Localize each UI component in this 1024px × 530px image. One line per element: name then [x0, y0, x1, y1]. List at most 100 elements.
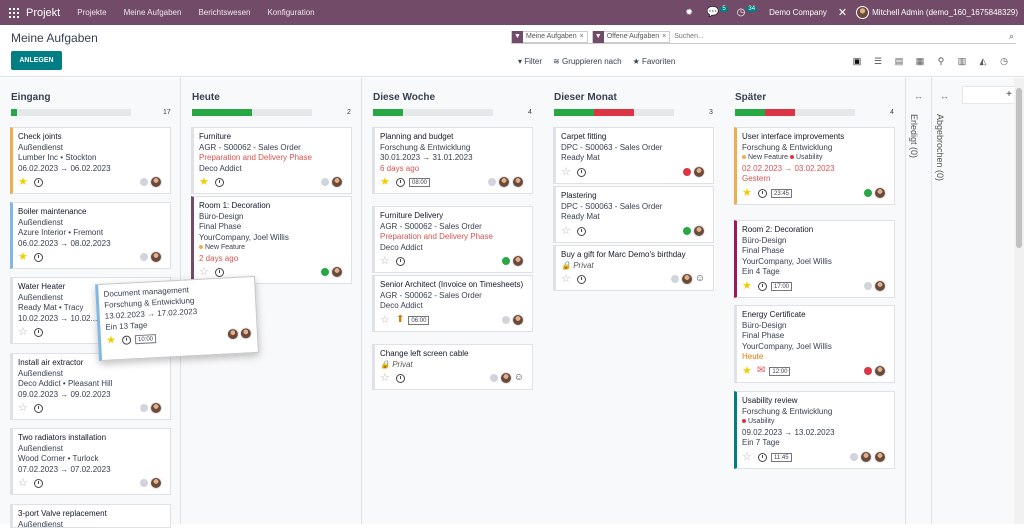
kanban-state[interactable] — [864, 367, 872, 375]
settings-icon[interactable]: ✕ — [838, 6, 847, 19]
kanban-state[interactable] — [683, 227, 691, 235]
priority-star-icon[interactable]: ★ — [742, 188, 755, 199]
kanban-state[interactable] — [502, 257, 510, 265]
search-icon[interactable]: ⌕ — [1009, 31, 1014, 42]
priority-star-icon[interactable]: ★ — [18, 177, 31, 188]
add-column-button[interactable]: + — [962, 86, 1018, 104]
activity-clock-icon[interactable] — [396, 374, 405, 383]
form-view-icon[interactable]: ▤ — [893, 56, 905, 67]
upload-icon[interactable]: ⬆ — [396, 315, 404, 326]
column-title[interactable]: Dieser Monat — [554, 92, 617, 103]
facet-remove-icon[interactable]: × — [662, 33, 669, 40]
activity-clock-icon[interactable] — [758, 189, 767, 198]
kanban-state[interactable] — [321, 178, 329, 186]
task-card[interactable]: 3-port Valve replacement Außendienst — [10, 504, 171, 528]
kanban-state[interactable] — [490, 374, 498, 382]
priority-star-icon[interactable]: ☆ — [561, 226, 574, 237]
priority-star-icon[interactable]: ☆ — [18, 403, 31, 414]
apps-menu-icon[interactable] — [9, 8, 19, 18]
priority-star-icon[interactable]: ★ — [742, 281, 755, 292]
column-progress[interactable] — [735, 109, 855, 116]
dragged-task-card[interactable]: Document management Forschung & Entwickl… — [95, 276, 259, 361]
column-progress[interactable] — [554, 109, 674, 116]
activity-clock-icon[interactable] — [577, 275, 586, 284]
task-card[interactable]: Install air extractor Außendienst Deco A… — [10, 353, 171, 420]
scrollbar[interactable] — [1014, 78, 1024, 524]
activity-clock-icon[interactable] — [215, 178, 224, 187]
calendar-view-icon[interactable]: ▦ — [914, 56, 926, 67]
activity-clock-icon[interactable] — [34, 404, 43, 413]
activity-clock-icon[interactable] — [34, 328, 43, 337]
task-card[interactable]: Senior Architect (Invoice on Timesheets)… — [372, 275, 533, 332]
column-title[interactable]: Eingang — [11, 92, 50, 103]
task-card[interactable]: Change left screen cable 🔒 Privat ☆☺ — [372, 344, 533, 390]
expand-icon[interactable]: ↔ — [940, 91, 949, 101]
search-input[interactable] — [674, 33, 964, 40]
task-card[interactable]: Furniture AGR - S00062 - Sales Order Pre… — [191, 127, 352, 194]
column-progress[interactable] — [373, 109, 493, 116]
activity-clock-icon[interactable] — [215, 268, 224, 277]
app-name[interactable]: Projekt — [26, 7, 60, 19]
task-card[interactable]: Check joints Außendienst Lumber Inc • St… — [10, 127, 171, 194]
kanban-state[interactable] — [140, 178, 148, 186]
kanban-state[interactable] — [502, 316, 510, 324]
activity-icon[interactable]: ◷ — [737, 7, 746, 18]
activity-clock-icon[interactable] — [34, 479, 43, 488]
favorites-button[interactable]: ★ Favoriten — [633, 57, 676, 66]
kanban-state[interactable] — [321, 268, 329, 276]
column-progress[interactable] — [192, 109, 312, 116]
group-by-button[interactable]: ≋ Gruppieren nach — [553, 57, 622, 66]
chat-icon[interactable]: 💬 — [707, 7, 719, 18]
kanban-state[interactable] — [864, 282, 872, 290]
expand-icon[interactable]: ↔ — [914, 91, 923, 101]
menu-meine-aufgaben[interactable]: Meine Aufgaben — [124, 8, 182, 17]
priority-star-icon[interactable]: ★ — [106, 335, 120, 347]
activity-clock-icon[interactable] — [396, 257, 405, 266]
priority-star-icon[interactable]: ☆ — [380, 315, 393, 326]
activity-view-icon[interactable]: ◷ — [998, 56, 1010, 67]
kanban-state[interactable] — [140, 253, 148, 261]
activity-clock-icon[interactable] — [122, 335, 131, 344]
kanban-view-icon[interactable]: ▣ — [851, 56, 863, 67]
graph-view-icon[interactable]: ◭ — [977, 56, 989, 67]
facet-remove-icon[interactable]: × — [580, 33, 587, 40]
task-card[interactable]: Carpet fitting DPC - S00063 - Sales Orde… — [553, 127, 714, 184]
filter-button[interactable]: ▾ Filter — [518, 57, 542, 66]
column-erledigt-folded[interactable]: ↔ Erledigt (0) — [905, 78, 931, 524]
task-card[interactable]: Two radiators installation Außendienst W… — [10, 428, 171, 495]
task-card[interactable]: Room 2: Decoration Büro-Design Final Pha… — [734, 220, 895, 298]
menu-konfiguration[interactable]: Konfiguration — [267, 8, 314, 17]
task-card[interactable]: Energy Certificate Büro-Design Final Pha… — [734, 305, 895, 383]
priority-star-icon[interactable]: ☆ — [18, 478, 31, 489]
activity-clock-icon[interactable] — [758, 282, 767, 291]
priority-star-icon[interactable]: ☆ — [380, 256, 393, 267]
kanban-state[interactable] — [140, 479, 148, 487]
activity-clock-icon[interactable] — [396, 178, 405, 187]
map-view-icon[interactable]: ⚲ — [935, 56, 947, 67]
task-card[interactable]: Boiler maintenance Außendienst Azure Int… — [10, 202, 171, 269]
menu-projekte[interactable]: Projekte — [77, 8, 106, 17]
kanban-state[interactable] — [683, 168, 691, 176]
column-title[interactable]: Diese Woche — [373, 92, 435, 103]
kanban-state[interactable] — [140, 404, 148, 412]
kanban-state[interactable] — [850, 453, 858, 461]
create-button[interactable]: ANLEGEN — [11, 51, 62, 70]
task-card[interactable]: User interface improvements Forschung & … — [734, 127, 895, 205]
priority-star-icon[interactable]: ★ — [380, 177, 393, 188]
task-card[interactable]: Plastering DPC - S00063 - Sales Order Re… — [553, 186, 714, 243]
priority-star-icon[interactable]: ★ — [199, 177, 212, 188]
user-avatar[interactable] — [856, 6, 869, 19]
task-card[interactable]: Buy a gift for Marc Demo's birthday 🔒 Pr… — [553, 245, 714, 291]
list-view-icon[interactable]: ☰ — [872, 56, 884, 67]
menu-berichtswesen[interactable]: Berichtswesen — [198, 8, 250, 17]
activity-clock-icon[interactable] — [34, 178, 43, 187]
kanban-state[interactable] — [488, 178, 496, 186]
priority-star-icon[interactable]: ☆ — [18, 327, 31, 338]
email-icon[interactable]: ✉ — [757, 366, 765, 377]
column-title[interactable]: Später — [735, 92, 766, 103]
user-menu[interactable]: Mitchell Admin (demo_160_1675848329) — [872, 8, 1018, 17]
column-abgebrochen-folded[interactable]: ↔ Abgebrochen (0) — [931, 78, 957, 524]
search-facet[interactable]: ▼Offene Aufgaben× — [592, 31, 671, 43]
search-facet[interactable]: ▼Meine Aufgaben× — [511, 31, 588, 43]
task-card[interactable]: Usability review Forschung & Entwicklung… — [734, 391, 895, 469]
